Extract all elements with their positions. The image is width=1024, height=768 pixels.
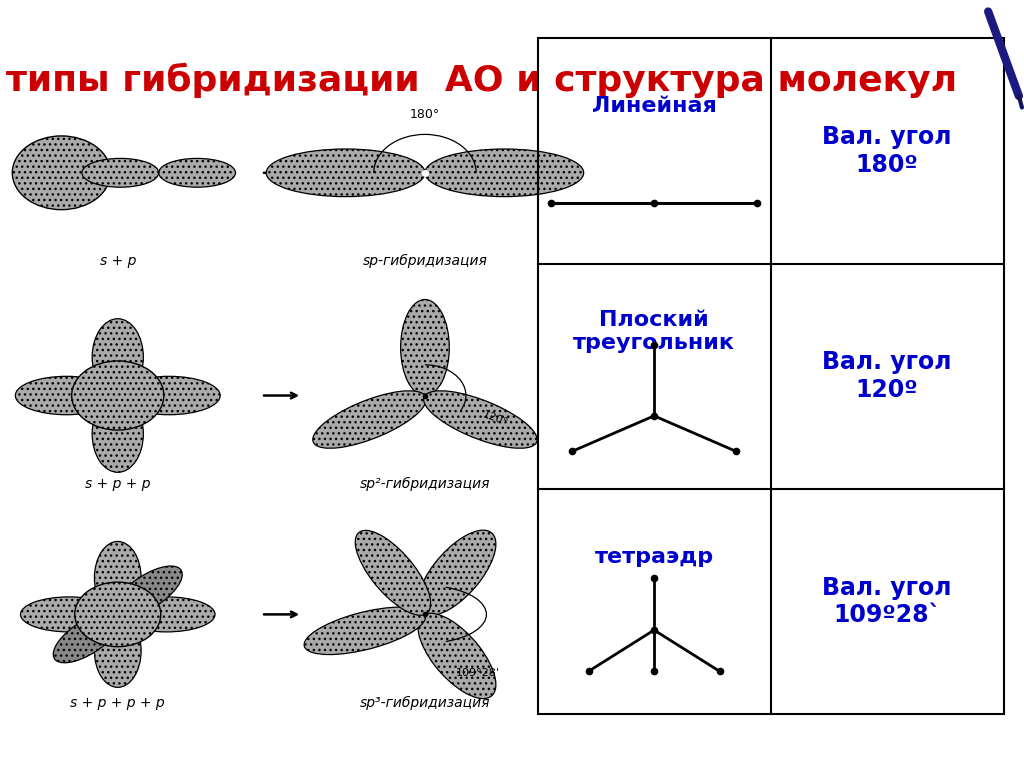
Ellipse shape [312,391,426,449]
Ellipse shape [94,541,141,614]
Ellipse shape [82,158,159,187]
Text: Вал. угол
120º: Вал. угол 120º [822,350,951,402]
Ellipse shape [159,158,236,187]
Ellipse shape [418,614,496,699]
Ellipse shape [20,597,118,632]
Ellipse shape [418,530,496,615]
Text: 109°28': 109°28' [456,668,500,678]
Text: s + p + p: s + p + p [85,477,151,491]
Ellipse shape [53,612,121,663]
Ellipse shape [94,614,141,687]
Text: Линейная: Линейная [592,96,717,116]
Ellipse shape [92,396,143,472]
Text: 180°: 180° [410,108,440,121]
Ellipse shape [424,391,538,449]
Ellipse shape [266,149,425,197]
Ellipse shape [15,376,118,415]
Text: Плоский
треугольник: Плоский треугольник [573,310,735,353]
Text: Вал. угол
180º: Вал. угол 180º [822,125,951,177]
Text: s + p + p + p: s + p + p + p [71,696,165,710]
Text: 120°: 120° [481,409,510,428]
Text: типы гибридизации  АО и структура молекул: типы гибридизации АО и структура молекул [6,63,956,98]
Bar [538,38,1004,714]
Ellipse shape [355,531,431,615]
Ellipse shape [92,319,143,396]
Text: тетраэдр: тетраэдр [595,547,714,567]
Text: sp²-гибридизация: sp²-гибридизация [359,477,490,491]
Text: sp-гибридизация: sp-гибридизация [362,254,487,268]
Ellipse shape [400,300,450,396]
Circle shape [12,136,111,210]
Text: Вал. угол
109º28`: Вал. угол 109º28` [822,576,951,627]
Ellipse shape [118,376,220,415]
Text: s + p: s + p [99,254,136,268]
Text: sp³-гибридизация: sp³-гибридизация [359,696,490,710]
Ellipse shape [425,149,584,197]
Ellipse shape [115,566,182,617]
Ellipse shape [118,597,215,632]
Circle shape [72,361,164,430]
Ellipse shape [304,607,426,654]
Circle shape [75,582,161,647]
